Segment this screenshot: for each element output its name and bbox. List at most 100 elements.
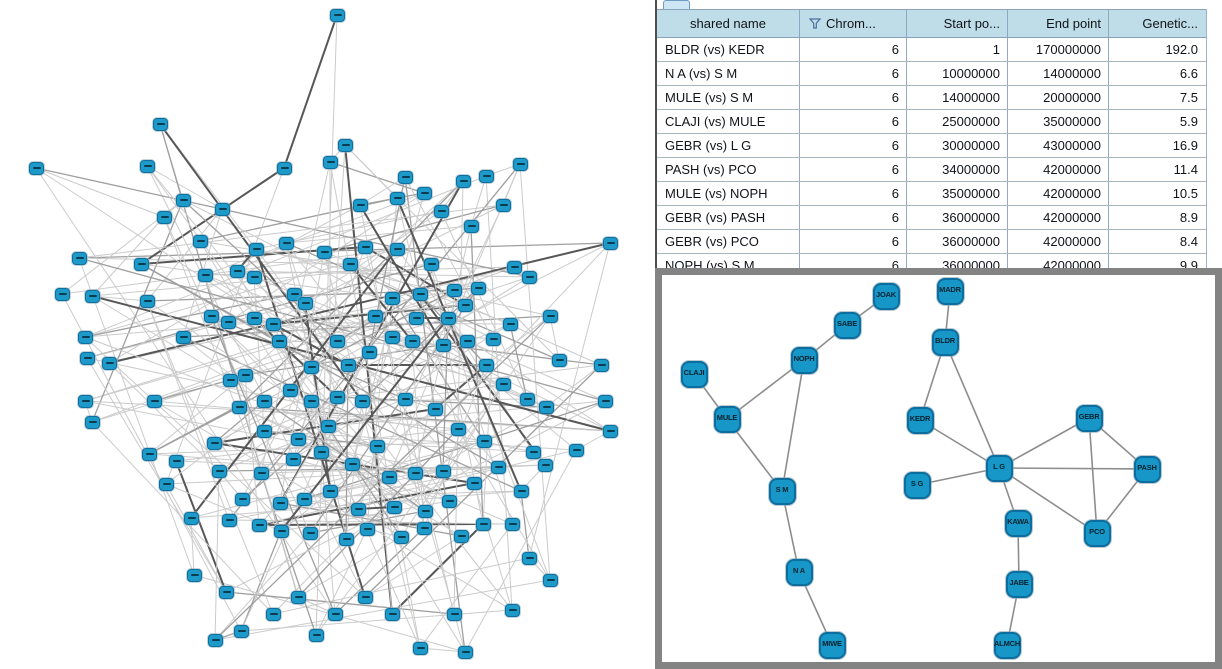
network-node-pash[interactable]: PASH	[1133, 455, 1161, 483]
network-node[interactable]	[384, 291, 400, 305]
network-node[interactable]	[495, 198, 511, 212]
network-node[interactable]	[357, 590, 373, 604]
network-node[interactable]	[542, 309, 558, 323]
network-node[interactable]	[495, 377, 511, 391]
network-node[interactable]	[435, 338, 451, 352]
network-node[interactable]	[344, 457, 360, 471]
network-node[interactable]	[384, 607, 400, 621]
network-node[interactable]	[423, 257, 439, 271]
network-node[interactable]	[84, 415, 100, 429]
network-node[interactable]	[466, 476, 482, 490]
network-node[interactable]	[77, 394, 93, 408]
network-node[interactable]	[285, 452, 301, 466]
network-node[interactable]	[450, 422, 466, 436]
network-node[interactable]	[211, 464, 227, 478]
network-node[interactable]	[229, 264, 245, 278]
network-node[interactable]	[133, 257, 149, 271]
network-node[interactable]	[320, 419, 336, 433]
network-node[interactable]	[158, 477, 174, 491]
network-node-bldr[interactable]: BLDR	[931, 328, 959, 356]
network-node[interactable]	[290, 432, 306, 446]
network-node-almch[interactable]: ALMCH	[993, 631, 1021, 659]
network-node[interactable]	[278, 236, 294, 250]
network-node[interactable]	[322, 484, 338, 498]
network-node[interactable]	[457, 298, 473, 312]
network-node[interactable]	[248, 242, 264, 256]
network-node[interactable]	[367, 309, 383, 323]
network-node[interactable]	[446, 607, 462, 621]
table-row[interactable]: PASH (vs) PCO 6 34000000 42000000 11.4	[657, 158, 1206, 182]
network-node[interactable]	[231, 400, 247, 414]
network-node[interactable]	[369, 439, 385, 453]
table-row[interactable]: GEBR (vs) PASH 6 36000000 42000000 8.9	[657, 206, 1206, 230]
table-tab[interactable]	[663, 0, 690, 9]
network-node[interactable]	[433, 204, 449, 218]
network-node[interactable]	[246, 311, 262, 325]
network-node[interactable]	[459, 334, 475, 348]
network-node[interactable]	[350, 502, 366, 516]
column-header-end-point[interactable]: End point	[1007, 10, 1108, 37]
network-node[interactable]	[457, 645, 473, 659]
network-node[interactable]	[502, 317, 518, 331]
network-node[interactable]	[237, 368, 253, 382]
network-node[interactable]	[139, 159, 155, 173]
network-node[interactable]	[354, 394, 370, 408]
network-node[interactable]	[519, 392, 535, 406]
network-node[interactable]	[273, 524, 289, 538]
network-node[interactable]	[272, 496, 288, 510]
network-node[interactable]	[207, 633, 223, 647]
network-node[interactable]	[417, 504, 433, 518]
network-node[interactable]	[407, 466, 423, 480]
network-node-n-a[interactable]: N A	[785, 558, 813, 586]
column-header-shared-name[interactable]: shared name	[657, 10, 799, 37]
network-node[interactable]	[597, 394, 613, 408]
network-node[interactable]	[233, 624, 249, 638]
network-node[interactable]	[327, 607, 343, 621]
network-node[interactable]	[397, 170, 413, 184]
network-node[interactable]	[455, 174, 471, 188]
network-node[interactable]	[192, 234, 208, 248]
network-node[interactable]	[168, 454, 184, 468]
network-node-madr[interactable]: MADR	[936, 277, 964, 305]
network-node[interactable]	[342, 257, 358, 271]
network-node[interactable]	[490, 460, 506, 474]
network-node-sabe[interactable]: SABE	[833, 311, 861, 339]
network-node-s-g[interactable]: S G	[903, 471, 931, 499]
network-node[interactable]	[476, 434, 492, 448]
network-node-claji[interactable]: CLAJI	[680, 360, 708, 388]
network-node[interactable]	[152, 117, 168, 131]
table-row[interactable]: BLDR (vs) KEDR 6 1 170000000 192.0	[657, 38, 1206, 62]
network-node[interactable]	[246, 270, 262, 284]
network-node[interactable]	[141, 447, 157, 461]
network-node[interactable]	[77, 330, 93, 344]
network-node[interactable]	[478, 169, 494, 183]
network-node[interactable]	[220, 315, 236, 329]
network-node[interactable]	[329, 390, 345, 404]
table-row[interactable]: N A (vs) S M 6 10000000 14000000 6.6	[657, 62, 1206, 86]
table-row[interactable]: GEBR (vs) L G 6 30000000 43000000 16.9	[657, 134, 1206, 158]
table-row[interactable]: MULE (vs) NOPH 6 35000000 42000000 10.5	[657, 182, 1206, 206]
network-node-kedr[interactable]: KEDR	[906, 406, 934, 434]
network-node[interactable]	[101, 356, 117, 370]
network-node[interactable]	[234, 492, 250, 506]
network-node[interactable]	[521, 551, 537, 565]
network-node[interactable]	[290, 590, 306, 604]
network-node[interactable]	[435, 464, 451, 478]
network-node[interactable]	[276, 161, 292, 175]
network-node[interactable]	[297, 296, 313, 310]
network-node[interactable]	[389, 191, 405, 205]
network-node[interactable]	[84, 289, 100, 303]
network-node[interactable]	[256, 424, 272, 438]
network-node[interactable]	[175, 193, 191, 207]
network-node[interactable]	[303, 394, 319, 408]
network-node[interactable]	[412, 287, 428, 301]
network-node[interactable]	[282, 383, 298, 397]
network-node[interactable]	[470, 281, 486, 295]
network-node[interactable]	[197, 268, 213, 282]
network-node[interactable]	[316, 245, 332, 259]
network-node[interactable]	[397, 392, 413, 406]
network-node[interactable]	[440, 311, 456, 325]
network-node[interactable]	[265, 607, 281, 621]
network-node[interactable]	[416, 186, 432, 200]
network-node[interactable]	[302, 526, 318, 540]
